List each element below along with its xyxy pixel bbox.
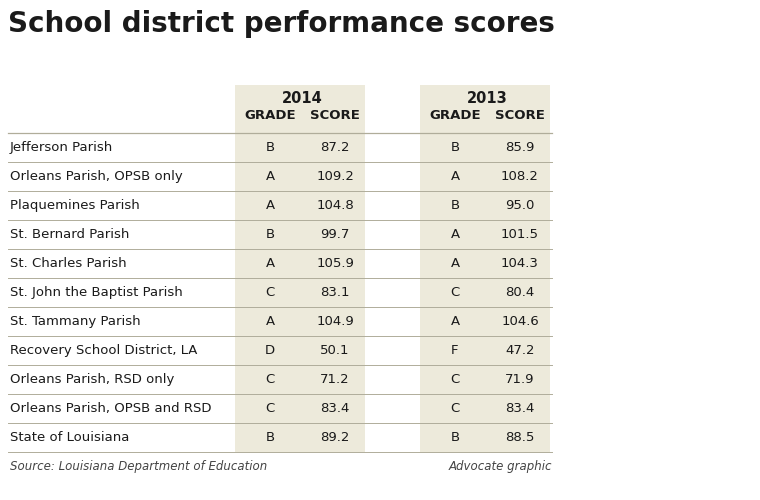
Text: 83.1: 83.1 — [320, 286, 350, 299]
Text: St. Tammany Parish: St. Tammany Parish — [10, 315, 141, 328]
Text: 71.9: 71.9 — [505, 373, 535, 386]
Text: 108.2: 108.2 — [501, 170, 539, 183]
Text: St. Bernard Parish: St. Bernard Parish — [10, 228, 129, 241]
Text: Plaquemines Parish: Plaquemines Parish — [10, 199, 140, 212]
Text: C: C — [451, 286, 460, 299]
Text: 47.2: 47.2 — [505, 344, 535, 357]
Text: A: A — [451, 257, 460, 270]
Text: Source: Louisiana Department of Education: Source: Louisiana Department of Educatio… — [10, 460, 268, 473]
Bar — [235, 85, 365, 452]
Text: A: A — [265, 315, 274, 328]
Text: 89.2: 89.2 — [320, 431, 350, 444]
Text: C: C — [265, 402, 274, 415]
Text: Orleans Parish, OPSB only: Orleans Parish, OPSB only — [10, 170, 182, 183]
Text: A: A — [451, 315, 460, 328]
Text: 83.4: 83.4 — [505, 402, 535, 415]
Text: 104.8: 104.8 — [316, 199, 354, 212]
Text: 101.5: 101.5 — [501, 228, 539, 241]
Text: C: C — [265, 373, 274, 386]
Text: 2014: 2014 — [282, 91, 323, 106]
Text: A: A — [451, 228, 460, 241]
Text: B: B — [451, 199, 460, 212]
Text: SCORE: SCORE — [310, 109, 360, 122]
Text: 88.5: 88.5 — [505, 431, 535, 444]
Text: B: B — [451, 431, 460, 444]
Text: 104.3: 104.3 — [501, 257, 539, 270]
Text: St. John the Baptist Parish: St. John the Baptist Parish — [10, 286, 182, 299]
Text: A: A — [265, 170, 274, 183]
Text: D: D — [265, 344, 275, 357]
Text: 2013: 2013 — [467, 91, 508, 106]
Text: C: C — [265, 286, 274, 299]
Text: St. Charles Parish: St. Charles Parish — [10, 257, 127, 270]
Text: Orleans Parish, RSD only: Orleans Parish, RSD only — [10, 373, 174, 386]
Bar — [420, 85, 550, 452]
Text: 71.2: 71.2 — [320, 373, 350, 386]
Text: B: B — [451, 141, 460, 154]
Text: A: A — [265, 257, 274, 270]
Text: A: A — [451, 170, 460, 183]
Text: F: F — [451, 344, 459, 357]
Text: 104.9: 104.9 — [316, 315, 354, 328]
Text: A: A — [265, 199, 274, 212]
Text: 99.7: 99.7 — [320, 228, 350, 241]
Text: B: B — [265, 228, 274, 241]
Text: B: B — [265, 141, 274, 154]
Text: 83.4: 83.4 — [320, 402, 350, 415]
Text: 95.0: 95.0 — [505, 199, 535, 212]
Text: 85.9: 85.9 — [505, 141, 535, 154]
Text: GRADE: GRADE — [244, 109, 296, 122]
Text: State of Louisiana: State of Louisiana — [10, 431, 129, 444]
Text: SCORE: SCORE — [495, 109, 545, 122]
Text: 104.6: 104.6 — [501, 315, 539, 328]
Text: 87.2: 87.2 — [320, 141, 350, 154]
Text: 109.2: 109.2 — [316, 170, 354, 183]
Text: School district performance scores: School district performance scores — [8, 10, 555, 38]
Text: GRADE: GRADE — [429, 109, 481, 122]
Text: 105.9: 105.9 — [316, 257, 354, 270]
Text: Orleans Parish, OPSB and RSD: Orleans Parish, OPSB and RSD — [10, 402, 211, 415]
Text: Jefferson Parish: Jefferson Parish — [10, 141, 113, 154]
Text: Recovery School District, LA: Recovery School District, LA — [10, 344, 198, 357]
Text: 80.4: 80.4 — [505, 286, 534, 299]
Text: Advocate graphic: Advocate graphic — [448, 460, 552, 473]
Text: 50.1: 50.1 — [320, 344, 350, 357]
Text: C: C — [451, 373, 460, 386]
Text: B: B — [265, 431, 274, 444]
Text: C: C — [451, 402, 460, 415]
